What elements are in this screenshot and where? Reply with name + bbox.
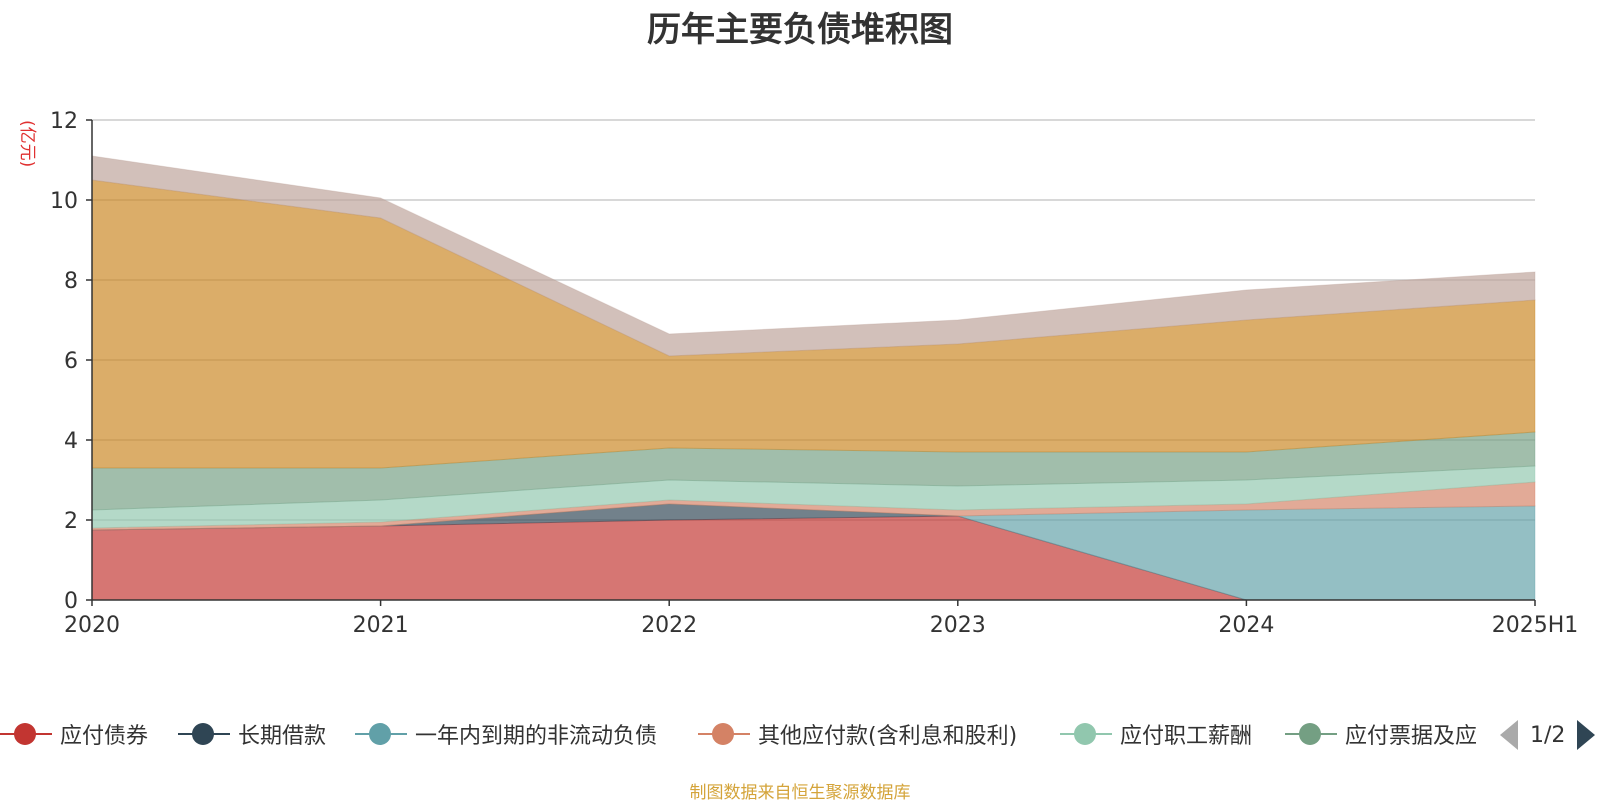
- axes: [86, 119, 1536, 606]
- legend-item[interactable]: 应付债券: [0, 716, 148, 752]
- x-tick-label: 2020: [64, 613, 120, 638]
- arrow-left-icon[interactable]: [1500, 720, 1518, 750]
- legend-marker-icon: [0, 716, 52, 752]
- arrow-right-icon[interactable]: [1577, 720, 1596, 750]
- legend-marker-icon: [355, 716, 407, 752]
- tick-labels: 0 2 4 6 8 10 12 2020 2021 2022 2023 2024 2025H1: [50, 109, 1578, 638]
- legend-label: 一年内到期的非流动负债: [415, 724, 658, 749]
- stacked-area-chart: 0 2 4 6 8 10 12 2020 2021 2022 2023 2024 2025H1: [50, 109, 1578, 638]
- y-tick-label: 0: [64, 589, 78, 614]
- legend-marker-icon: [698, 716, 750, 752]
- legend-label: 其他应付款(含利息和股利): [758, 724, 1018, 749]
- y-tick-label: 8: [64, 269, 78, 294]
- chart-title: 历年主要负债堆积图: [647, 10, 953, 50]
- y-tick-label: 12: [50, 109, 78, 134]
- y-tick-label: 6: [64, 349, 78, 374]
- legend-item[interactable]: 一年内到期的非流动负债: [355, 716, 657, 752]
- legend-label: 应付职工薪酬: [1120, 724, 1253, 749]
- area-series-group: [91, 155, 1536, 601]
- legend-item[interactable]: 长期借款: [178, 716, 326, 752]
- data-source-note: 制图数据来自恒生聚源数据库: [689, 783, 911, 803]
- legend-label: 长期借款: [238, 724, 327, 749]
- legend-marker-icon: [178, 716, 230, 752]
- area-series-6: [91, 179, 1536, 469]
- legend-item[interactable]: 应付票据及应: [1285, 716, 1477, 752]
- legend-item[interactable]: 其他应付款(含利息和股利): [698, 716, 1017, 752]
- x-tick-label: 2023: [930, 613, 986, 638]
- legend-label: 应付债券: [60, 724, 149, 749]
- legend-marker-icon: [1060, 716, 1112, 752]
- x-tick-label: 2024: [1218, 613, 1274, 638]
- x-tick-label: 2025H1: [1492, 613, 1579, 638]
- legend-marker-icon: [1285, 716, 1337, 752]
- area-series-1: [91, 503, 1535, 601]
- y-tick-label: 2: [64, 509, 78, 534]
- legend-item[interactable]: 应付职工薪酬: [1060, 716, 1252, 752]
- legend-pager: 1/2: [1500, 718, 1596, 752]
- x-tick-label: 2022: [641, 613, 697, 638]
- legend-page-indicator: 1/2: [1530, 722, 1566, 748]
- x-tick-label: 2021: [353, 613, 409, 638]
- y-tick-label: 10: [50, 189, 78, 214]
- y-tick-label: 4: [64, 429, 78, 454]
- legend: 应付债券 长期借款 一年内到期的非流动负债 其他应付款(含利息和股利) 应付职工薪酬 应付…: [0, 716, 1600, 756]
- area-series-7: [91, 155, 1536, 357]
- legend-label: 应付票据及应: [1345, 724, 1478, 749]
